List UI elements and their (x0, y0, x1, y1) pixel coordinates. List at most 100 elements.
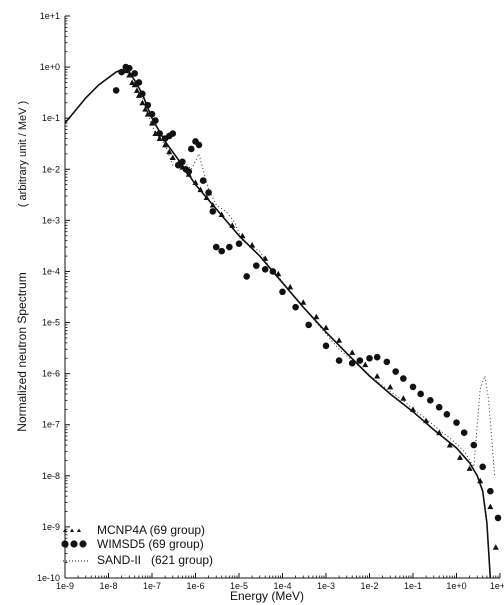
legend-label-sand: SAND-II (621 group) (97, 553, 213, 567)
data-point-circle (253, 262, 260, 269)
y-tick-label: 1e-1 (42, 113, 60, 123)
y-tick-label: 1e-4 (42, 266, 60, 276)
data-point-circle (205, 189, 212, 196)
data-point-circle (131, 70, 138, 77)
data-point-circle (487, 487, 494, 495)
data-point-circle (453, 419, 460, 426)
y-axis-title-main: Normalized neutron Spectrum (15, 272, 29, 431)
series-0 (122, 67, 499, 550)
y-tick-label: 1e-9 (42, 522, 60, 532)
data-point-circle (460, 429, 468, 436)
data-point-circle (470, 441, 478, 449)
data-point-circle (209, 208, 217, 215)
x-tick-label: 1e-5 (230, 581, 248, 591)
data-point-circle (383, 358, 391, 366)
x-tick-label: 1e-2 (360, 581, 378, 591)
y-axis-title-unit: ( arbitrary unit / MeV ) (17, 101, 29, 207)
data-point-circle (199, 177, 207, 184)
data-point-triangle (300, 299, 307, 305)
plot-frame (64, 16, 500, 579)
data-point-triangle (131, 81, 138, 88)
legend-label-wimsd: WIMSD5 (69 group) (97, 537, 204, 551)
y-tick-label: 1e+0 (40, 62, 60, 72)
data-point-triangle (466, 465, 473, 471)
data-point-circle (479, 463, 486, 471)
y-tick-label: 1e-8 (42, 471, 60, 481)
data-point-circle (427, 397, 434, 404)
data-point-circle (409, 383, 417, 391)
data-point-triangle (133, 87, 140, 93)
data-point-circle (112, 87, 120, 94)
x-tick-label: 1e+0 (446, 581, 466, 591)
x-tick-label: 1e-9 (56, 581, 74, 591)
y-tick-label: 1e-6 (42, 369, 60, 379)
y-tick-label: 1e+1 (40, 11, 60, 21)
data-point-circle (494, 514, 502, 522)
legend-marker-mcnp (63, 528, 81, 532)
data-point-circle (443, 410, 451, 418)
y-axis-ticks: 1e-10 1e-9 1e-8 1e-7 1e-6 1e-5 1e-4 1e-3 1e-2 1e-… (37, 11, 70, 583)
data-point-circle (218, 247, 225, 255)
series-dotted-line (121, 68, 496, 476)
data-point-circle (417, 390, 424, 398)
data-point-circle (169, 130, 177, 137)
y-tick-label: 1e-2 (42, 164, 60, 174)
data-point-circle (322, 342, 330, 350)
data-point-triangle (139, 99, 146, 106)
data-point-circle (435, 403, 443, 411)
data-point-circle (243, 273, 250, 280)
data-point-circle (226, 243, 233, 251)
data-point-circle (392, 368, 399, 375)
data-point-circle (279, 288, 286, 296)
data-point-triangle (349, 349, 356, 355)
data-point-triangle (456, 454, 463, 460)
y-tick-label: 1e-3 (42, 215, 60, 225)
x-tick-label: 1e-3 (317, 581, 335, 591)
data-point-circle (261, 266, 269, 273)
x-tick-label: 1e-4 (273, 581, 291, 591)
data-point-circle (305, 321, 312, 329)
data-point-triangle (313, 313, 320, 320)
y-tick-label: 1e-10 (37, 573, 60, 583)
data-point-triangle (126, 72, 133, 78)
y-tick-label: 1e-7 (42, 420, 60, 430)
data-point-triangle (336, 337, 343, 343)
data-point-triangle (129, 79, 136, 85)
data-point-circle (187, 145, 195, 153)
data-point-triangle (492, 544, 499, 550)
x-tick-label: 1e-1 (404, 581, 422, 591)
x-tick-label: 1e-8 (99, 581, 117, 591)
y-tick-label: 1e-5 (42, 318, 60, 328)
series-1 (112, 63, 502, 522)
data-point-triangle (374, 372, 381, 379)
legend-label-mcnp: MCNP4A (69 group) (97, 523, 205, 537)
series-2 (121, 68, 496, 476)
legend: MCNP4A (69 group) WIMSD5 (69 group) SAND… (61, 523, 213, 567)
data-point-triangle (487, 503, 494, 510)
series-3 (64, 69, 492, 579)
x-tick-label: 1e+1 (490, 581, 504, 591)
data-point-circle (373, 353, 381, 361)
legend-marker-wimsd (61, 540, 87, 548)
data-point-circle (125, 64, 133, 72)
data-point-triangle (142, 106, 149, 112)
data-point-circle (195, 141, 203, 149)
x-tick-label: 1e-7 (143, 581, 161, 591)
x-axis-title: Energy (MeV) (230, 589, 304, 603)
data-point-circle (292, 303, 299, 311)
data-point-circle (212, 243, 220, 251)
data-point-triangle (166, 148, 173, 155)
data-point-circle (235, 240, 243, 247)
x-tick-label: 1e-6 (186, 581, 204, 591)
data-point-triangle (400, 395, 407, 401)
data-point-circle (400, 375, 407, 382)
x-axis-ticks: 1e-9 1e-8 1e-7 1e-6 1e-5 1e-4 1e-3 1e-2 1e-1 1e+0… (56, 573, 504, 591)
series-line (64, 69, 492, 579)
data-point-circle (335, 357, 343, 364)
data-point-circle (348, 359, 356, 367)
data-point-triangle (287, 283, 294, 290)
data-point-triangle (362, 361, 369, 368)
data-point-triangle (169, 154, 176, 160)
data-point-triangle (323, 324, 329, 330)
